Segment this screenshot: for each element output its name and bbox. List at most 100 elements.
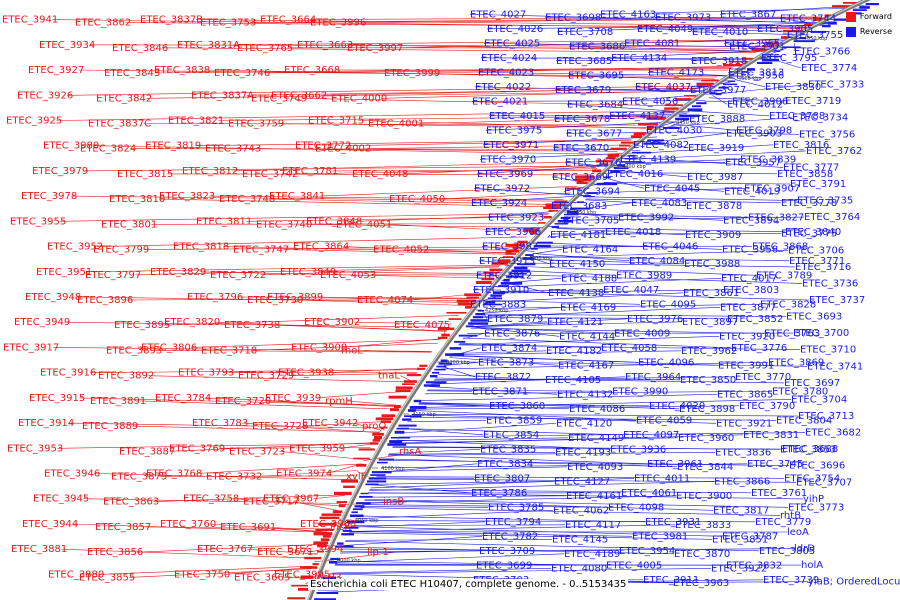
reverse-gene-arrow — [554, 223, 568, 225]
leader-line — [647, 72, 741, 77]
reverse-gene-arrow — [679, 114, 700, 118]
leader-line — [670, 117, 793, 127]
reverse-gene-arrow — [560, 216, 571, 220]
reverse-gene-label: ETEC_4137 — [609, 111, 665, 122]
reverse-gene-label: ETEC_3735 — [797, 196, 853, 207]
leader-line — [351, 521, 486, 528]
reverse-gene-arrow — [432, 371, 440, 374]
reverse-gene-label: ETEC_4120 — [556, 418, 612, 429]
leader-line — [565, 132, 663, 134]
reverse-gene-label: ETEC_3877 — [720, 302, 776, 313]
reverse-gene-label: ETEC_4182 — [546, 346, 602, 357]
reverse-gene-label: ETEC_3688 — [782, 444, 838, 455]
leader-line — [361, 506, 489, 508]
reverse-gene-label: ETEC_3936 — [610, 444, 666, 455]
leader-line — [419, 402, 680, 410]
forward-gene-arrow — [824, 14, 832, 18]
leader-line — [169, 442, 374, 452]
reverse-gene-arrow — [354, 505, 365, 508]
forward-gene-label: rpmH — [325, 396, 353, 407]
reverse-gene-label: ETEC_4020 — [649, 401, 705, 412]
reverse-gene-arrow — [551, 226, 559, 229]
legend-item-reverse: Reverse — [845, 24, 892, 39]
reverse-gene-label: ETEC_4011 — [634, 473, 690, 484]
forward-gene-label: ETEC_3691 — [220, 522, 276, 533]
reverse-gene-label: ETEC_4025 — [484, 38, 540, 49]
forward-gene-label: ETEC_3801 — [101, 219, 157, 230]
leader-line — [415, 405, 740, 410]
reverse-gene-label: ETEC_3716 — [795, 262, 851, 273]
forward-gene-arrow — [619, 144, 631, 147]
leader-line — [471, 100, 705, 102]
reverse-gene-arrow — [398, 424, 417, 427]
reverse-gene-label: ETEC_3971 — [483, 140, 539, 151]
leader-line — [283, 249, 511, 255]
reverse-gene-label: ETEC_3897 — [682, 317, 738, 328]
leader-line — [72, 523, 328, 533]
leader-line — [132, 425, 380, 433]
reverse-gene-arrow — [468, 322, 489, 325]
leader-line — [93, 145, 614, 155]
forward-gene-arrow — [304, 556, 322, 560]
leader-line — [427, 389, 613, 392]
reverse-gene-arrow — [458, 334, 478, 337]
reverse-gene-label: ETEC_3969 — [477, 169, 533, 180]
reverse-gene-label: leoA — [787, 527, 809, 538]
leader-line — [459, 343, 602, 349]
reverse-gene-label: ETEC_4009 — [614, 328, 670, 339]
forward-gene-arrow — [353, 457, 370, 460]
reverse-gene-arrow — [492, 291, 505, 294]
reverse-gene-label: ETEC_3900 — [676, 491, 732, 502]
reverse-gene-label: ETEC_3694 — [564, 186, 620, 197]
forward-gene-arrow — [576, 181, 588, 184]
forward-gene-label: ETEC_3959 — [289, 443, 345, 454]
forward-gene-arrow — [341, 479, 358, 483]
leader-line — [205, 397, 396, 407]
forward-gene-arrow — [599, 163, 609, 166]
reverse-gene-label: ETEC_3770 — [735, 372, 791, 383]
reverse-gene-label: ETEC_3804 — [776, 415, 832, 426]
forward-gene-label: ETEC_3979 — [32, 166, 88, 177]
forward-gene-label: ETEC_3967 — [263, 494, 319, 505]
reverse-gene-label: ETEC_3699 — [476, 560, 532, 571]
reverse-gene-label: ETEC_3988 — [684, 259, 740, 270]
leader-line — [68, 422, 382, 429]
reverse-gene-arrow — [356, 502, 371, 505]
reverse-gene-label: ETEC_3853 — [780, 444, 836, 455]
leader-line — [599, 7, 862, 15]
forward-gene-label: ETEC_3758 — [183, 494, 239, 505]
reverse-gene-label: ETEC_3719 — [785, 96, 841, 107]
leader-line — [279, 451, 364, 460]
leader-line — [479, 307, 721, 318]
legend-label-reverse: Reverse — [859, 27, 892, 36]
forward-gene-label: ETEC_3829 — [150, 267, 206, 278]
reverse-gene-arrow — [330, 557, 340, 560]
forward-gene-label: proQ — [362, 421, 386, 432]
reverse-gene-label: ETEC_4082 — [633, 140, 689, 151]
leader-line — [94, 473, 353, 480]
forward-gene-label: ETEC_3781 — [282, 166, 338, 177]
forward-gene-label: ETEC_3810 — [109, 194, 165, 205]
reverse-gene-label: ldrD — [794, 544, 815, 555]
forward-gene-label: ETEC_4052 — [373, 245, 429, 256]
forward-gene-label: ETEC_3893 — [106, 345, 162, 356]
forward-gene-label: ETEC_3738 — [224, 320, 280, 331]
reverse-gene-label: ETEC_4010 — [692, 27, 748, 38]
forward-gene-arrow — [502, 256, 514, 258]
forward-gene-label: ETEC_3995 — [274, 569, 330, 580]
leader-line — [617, 170, 688, 178]
forward-gene-arrow — [464, 293, 482, 296]
leader-line — [387, 452, 716, 456]
reverse-gene-label: ETEC_3744 — [780, 13, 836, 24]
forward-gene-arrow — [389, 408, 399, 412]
forward-gene-label: ETEC_3927 — [28, 65, 84, 76]
reverse-gene-arrow — [409, 406, 427, 409]
reverse-gene-label: ETEC_3854 — [483, 430, 539, 441]
forward-gene-arrow — [369, 442, 379, 445]
reverse-gene-label: ETEC_3957 — [725, 157, 781, 168]
forward-gene-label: ETEC_3997 — [347, 43, 403, 54]
reverse-gene-arrow — [643, 142, 665, 145]
forward-gene-arrow — [751, 48, 769, 52]
forward-gene-arrow — [446, 312, 467, 314]
reverse-gene-label: ETEC_4093 — [567, 462, 623, 473]
